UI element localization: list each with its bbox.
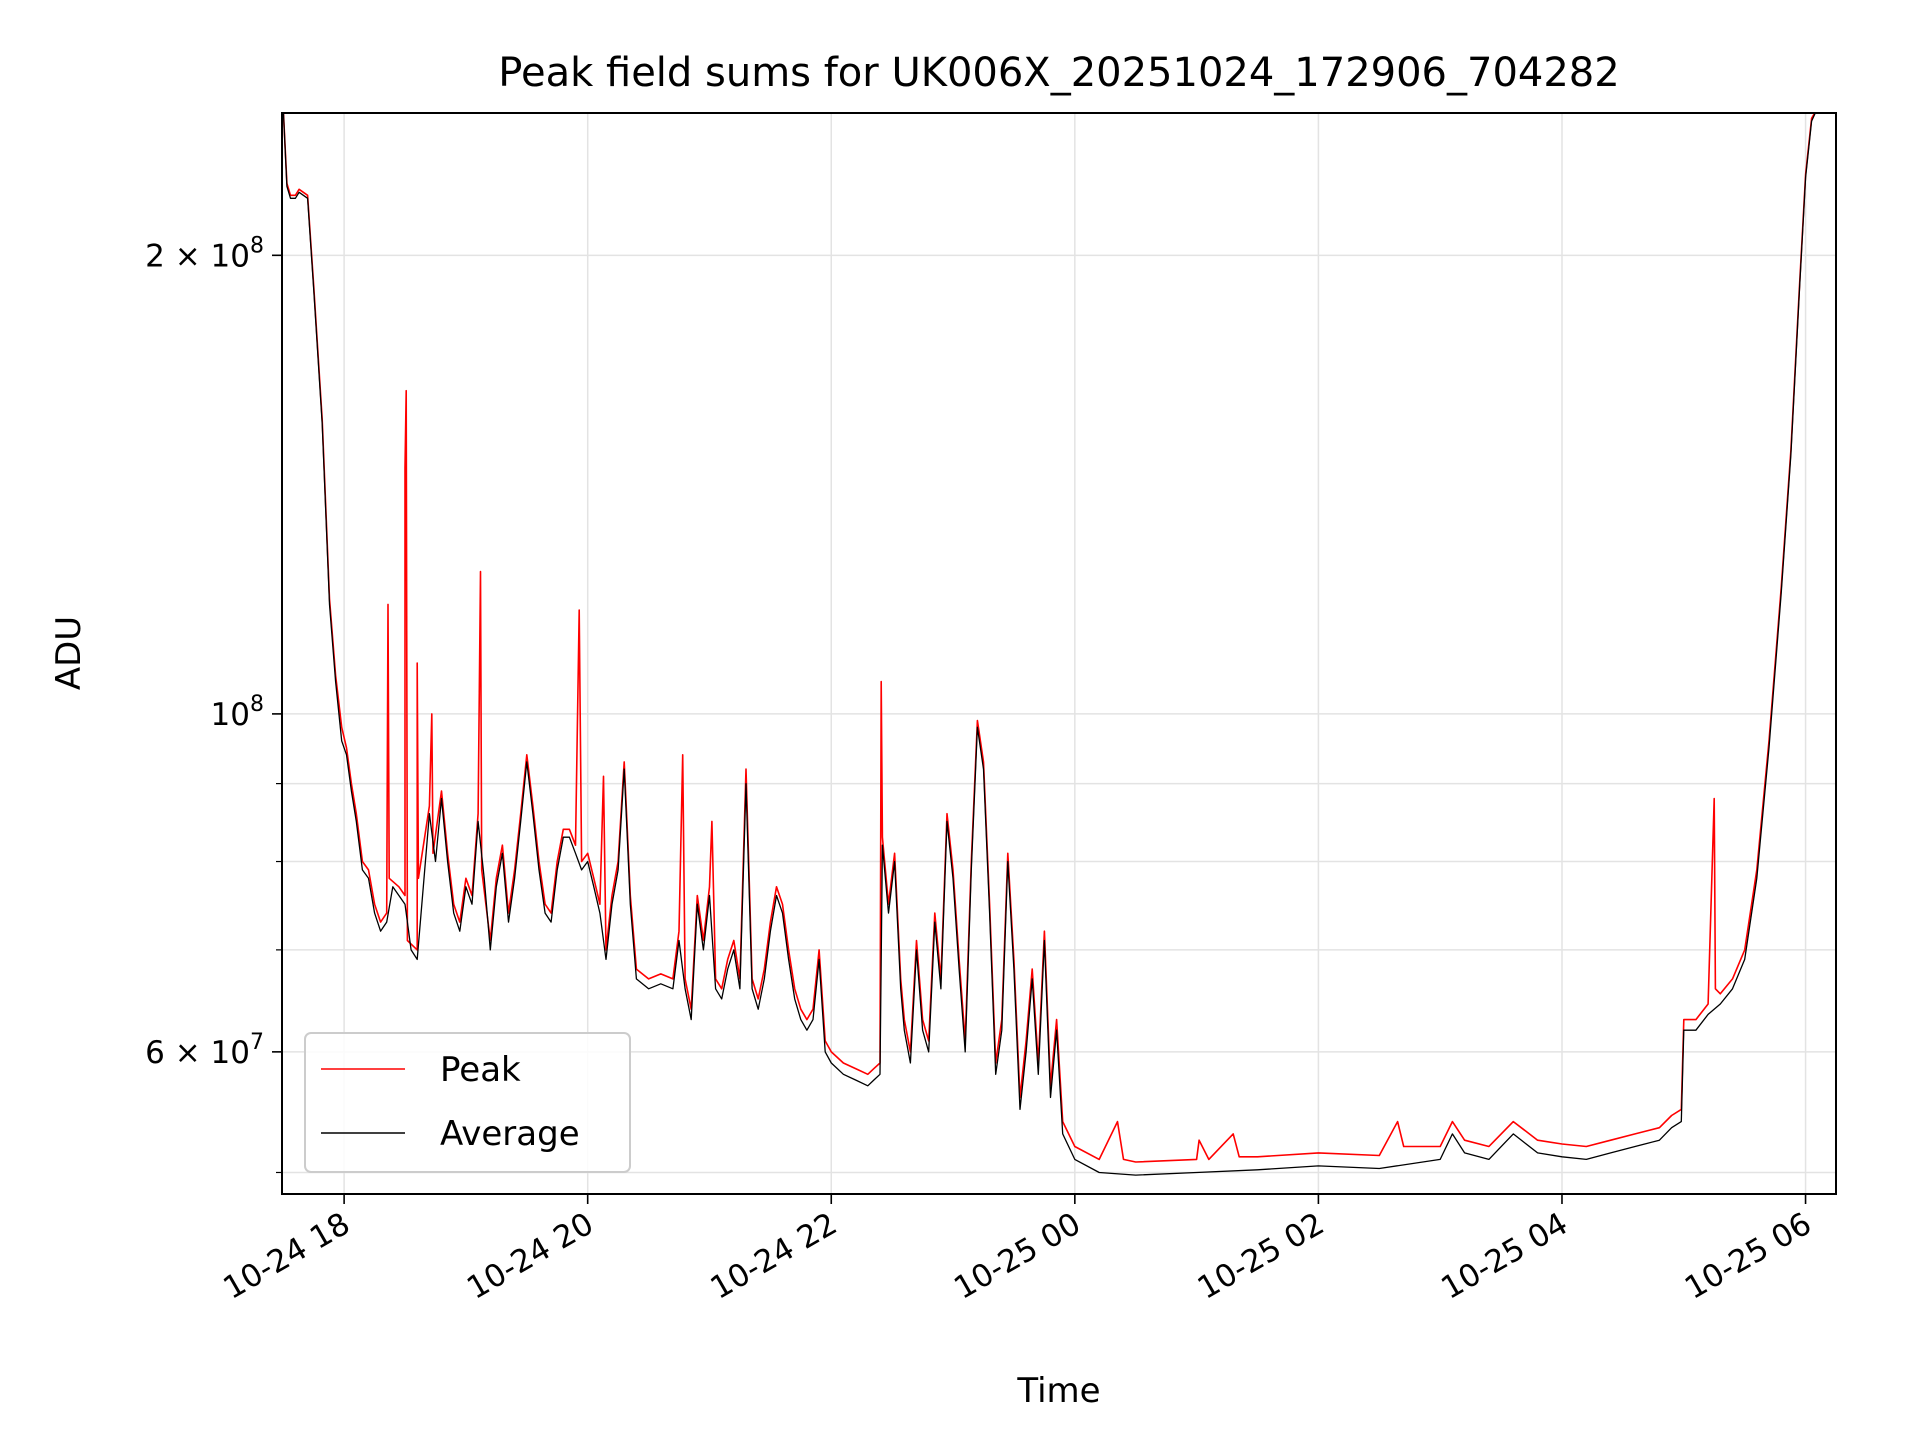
y-tick-label: 108	[211, 692, 264, 733]
chart-title: Peak field sums for UK006X_20251024_1729…	[498, 50, 1619, 96]
plot-frame	[281, 112, 1837, 1195]
series-area	[282, 113, 1817, 1176]
legend: Peak Average	[304, 1032, 631, 1173]
y-tick-label: 2 × 108	[145, 233, 264, 274]
y-axis-label: ADU	[49, 616, 89, 690]
series-line-peak	[282, 113, 1816, 1163]
series-line-average	[282, 113, 1817, 1176]
legend-box	[304, 1032, 631, 1173]
legend-label-peak: Peak	[440, 1050, 521, 1090]
x-axis-label: Time	[1016, 1371, 1100, 1411]
y-tick-label: 6 × 107	[145, 1030, 264, 1071]
legend-label-average: Average	[440, 1114, 580, 1154]
